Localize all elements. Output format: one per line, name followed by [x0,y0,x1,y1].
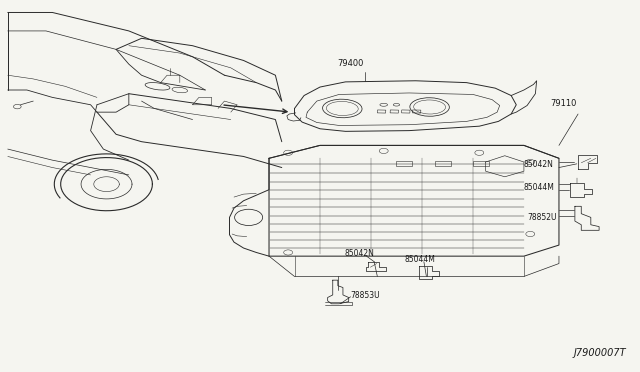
Text: 78852U: 78852U [527,213,557,222]
Text: 79110: 79110 [550,99,577,109]
Text: 85042N: 85042N [524,160,554,169]
Text: 78853U: 78853U [351,291,380,300]
Bar [396,161,412,166]
Bar [435,161,451,166]
Text: 85044M: 85044M [404,255,436,264]
Text: 85042N: 85042N [344,249,374,258]
Text: J7900007T: J7900007T [573,348,626,358]
Bar [473,161,489,166]
Bar [390,110,399,113]
Text: 79400: 79400 [337,59,364,68]
Bar [378,110,386,113]
Bar [412,110,421,113]
Text: 85044M: 85044M [524,183,555,192]
Bar [401,110,410,113]
